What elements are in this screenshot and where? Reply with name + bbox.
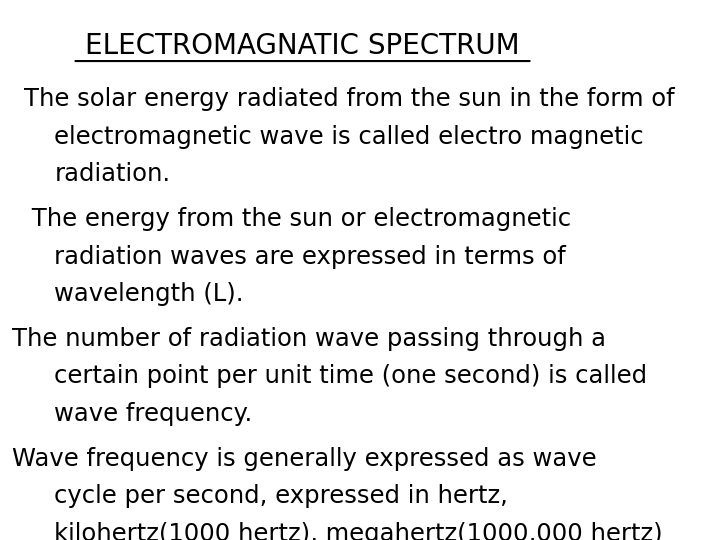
Text: The number of radiation wave passing through a: The number of radiation wave passing thr… [12,327,606,351]
Text: kilohertz(1000 hertz), megahertz(1000,000 hertz): kilohertz(1000 hertz), megahertz(1000,00… [55,522,663,540]
Text: cycle per second, expressed in hertz,: cycle per second, expressed in hertz, [55,484,508,508]
Text: wave frequency.: wave frequency. [55,402,253,426]
Text: The solar energy radiated from the sun in the form of: The solar energy radiated from the sun i… [24,87,675,111]
Text: radiation waves are expressed in terms of: radiation waves are expressed in terms o… [55,245,566,269]
Text: The energy from the sun or electromagnetic: The energy from the sun or electromagnet… [24,207,572,231]
Text: ELECTROMAGNATIC SPECTRUM: ELECTROMAGNATIC SPECTRUM [85,32,520,60]
Text: wavelength (L).: wavelength (L). [55,282,244,306]
Text: radiation.: radiation. [55,163,171,186]
Text: certain point per unit time (one second) is called: certain point per unit time (one second)… [55,364,647,388]
Text: Wave frequency is generally expressed as wave: Wave frequency is generally expressed as… [12,447,597,471]
Text: electromagnetic wave is called electro magnetic: electromagnetic wave is called electro m… [55,125,644,149]
